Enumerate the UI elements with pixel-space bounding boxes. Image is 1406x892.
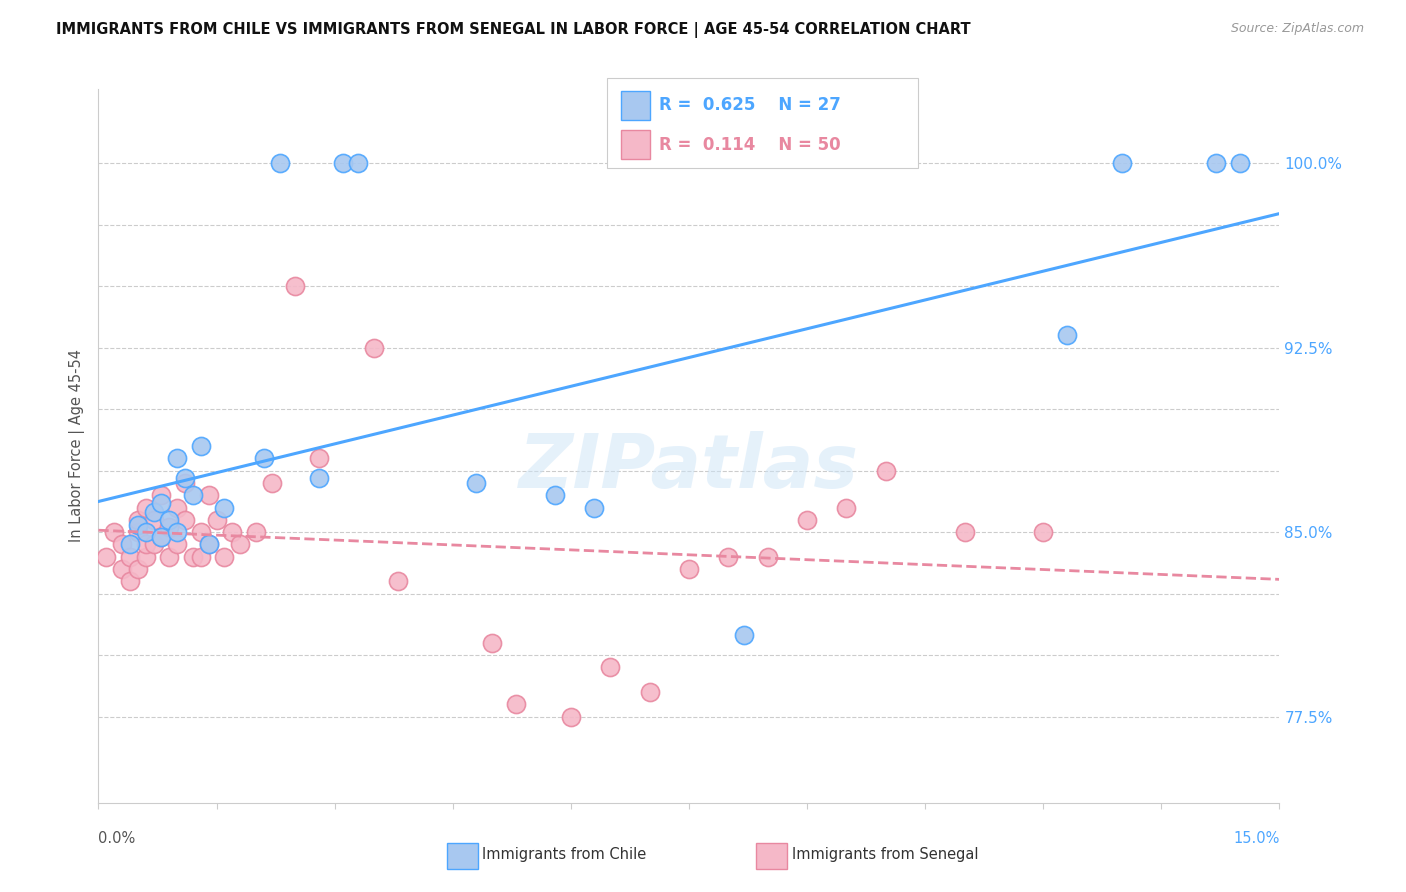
- Point: [505, 698, 527, 712]
- Point: [142, 505, 165, 519]
- Point: [150, 495, 173, 509]
- Point: [245, 525, 267, 540]
- Point: [638, 685, 661, 699]
- Point: [96, 549, 118, 564]
- Point: [599, 660, 621, 674]
- Text: Immigrants from Senegal: Immigrants from Senegal: [792, 847, 979, 862]
- Point: [197, 537, 219, 551]
- Point: [678, 562, 700, 576]
- Point: [481, 636, 503, 650]
- Point: [118, 549, 141, 564]
- Point: [166, 500, 188, 515]
- Point: [221, 525, 243, 540]
- Point: [181, 488, 204, 502]
- Point: [135, 537, 157, 551]
- Point: [214, 500, 236, 515]
- Point: [135, 525, 157, 540]
- Text: 0.0%: 0.0%: [98, 831, 135, 846]
- Point: [190, 525, 212, 540]
- Point: [205, 513, 228, 527]
- Point: [1056, 328, 1078, 343]
- Point: [284, 279, 307, 293]
- Point: [190, 439, 212, 453]
- Point: [229, 537, 252, 551]
- Point: [174, 471, 197, 485]
- Text: ZIPatlas: ZIPatlas: [519, 431, 859, 504]
- Point: [135, 549, 157, 564]
- Point: [127, 513, 149, 527]
- Text: 15.0%: 15.0%: [1233, 831, 1279, 846]
- Point: [197, 488, 219, 502]
- Point: [308, 471, 330, 485]
- Point: [118, 574, 141, 589]
- Point: [150, 530, 173, 544]
- Point: [190, 549, 212, 564]
- Point: [127, 562, 149, 576]
- Y-axis label: In Labor Force | Age 45-54: In Labor Force | Age 45-54: [69, 350, 86, 542]
- Point: [150, 488, 173, 502]
- Point: [717, 549, 740, 564]
- Point: [150, 530, 173, 544]
- Point: [756, 549, 779, 564]
- Point: [197, 537, 219, 551]
- Point: [157, 520, 180, 534]
- Point: [214, 549, 236, 564]
- Point: [127, 525, 149, 540]
- Point: [174, 513, 197, 527]
- Point: [347, 156, 370, 170]
- Point: [875, 464, 897, 478]
- Point: [363, 341, 385, 355]
- Point: [166, 451, 188, 466]
- Point: [835, 500, 858, 515]
- Point: [166, 537, 188, 551]
- Point: [1229, 156, 1251, 170]
- Point: [142, 537, 165, 551]
- Point: [308, 451, 330, 466]
- Point: [111, 537, 134, 551]
- Point: [181, 549, 204, 564]
- Point: [1111, 156, 1133, 170]
- Point: [1032, 525, 1054, 540]
- Text: IMMIGRANTS FROM CHILE VS IMMIGRANTS FROM SENEGAL IN LABOR FORCE | AGE 45-54 CORR: IMMIGRANTS FROM CHILE VS IMMIGRANTS FROM…: [56, 22, 972, 38]
- Point: [103, 525, 125, 540]
- Point: [560, 709, 582, 723]
- Point: [142, 513, 165, 527]
- Point: [174, 475, 197, 490]
- Text: Source: ZipAtlas.com: Source: ZipAtlas.com: [1230, 22, 1364, 36]
- Point: [166, 525, 188, 540]
- Point: [583, 500, 606, 515]
- Point: [157, 549, 180, 564]
- Point: [733, 628, 755, 642]
- Point: [332, 156, 354, 170]
- Point: [157, 513, 180, 527]
- Point: [953, 525, 976, 540]
- Point: [127, 517, 149, 532]
- Text: Immigrants from Chile: Immigrants from Chile: [482, 847, 647, 862]
- Point: [260, 475, 283, 490]
- Text: R =  0.114    N = 50: R = 0.114 N = 50: [659, 136, 841, 153]
- Point: [796, 513, 818, 527]
- Point: [269, 156, 291, 170]
- Point: [544, 488, 567, 502]
- Point: [465, 475, 488, 490]
- Point: [1205, 156, 1227, 170]
- Point: [118, 537, 141, 551]
- Point: [253, 451, 276, 466]
- Text: R =  0.625    N = 27: R = 0.625 N = 27: [659, 96, 841, 114]
- Point: [387, 574, 409, 589]
- Point: [111, 562, 134, 576]
- Point: [135, 500, 157, 515]
